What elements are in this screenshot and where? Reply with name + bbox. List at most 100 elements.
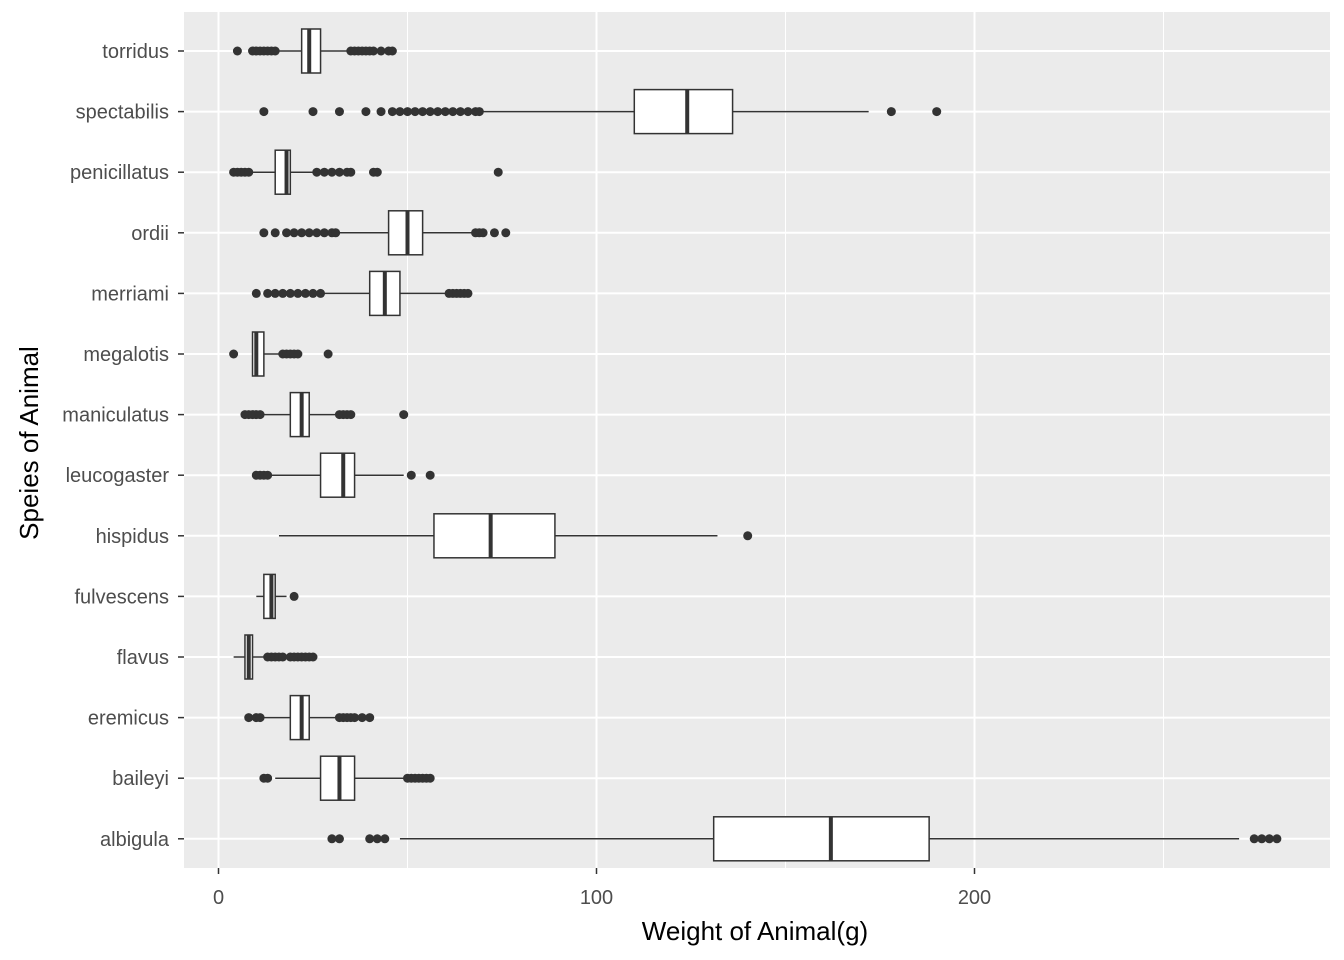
boxplot-torridus <box>232 28 397 74</box>
x-axis-title: Weight of Animal(g) <box>642 916 868 946</box>
boxplot-flavus <box>233 634 318 680</box>
boxplot-leucogaster <box>251 452 435 498</box>
outlier-point <box>308 107 318 117</box>
y-axis-title: Speies of Animal <box>14 346 44 540</box>
y-tick-label: leucogaster <box>66 465 170 487</box>
outlier-point <box>232 46 242 56</box>
outlier-point <box>406 470 416 480</box>
outlier-point <box>357 713 367 723</box>
outlier-point <box>334 834 344 844</box>
outlier-point <box>361 107 371 117</box>
outlier-point <box>368 46 378 56</box>
outlier-point <box>463 107 473 117</box>
outlier-point <box>372 167 382 177</box>
box-iqr <box>712 816 930 862</box>
outlier-point <box>886 107 896 117</box>
outlier-point <box>297 228 307 238</box>
outlier-point <box>293 349 303 359</box>
outlier-point <box>259 228 269 238</box>
outlier-point <box>346 410 356 420</box>
outlier-point <box>350 713 360 723</box>
y-tick-label: hispidus <box>96 526 169 548</box>
outlier-point <box>410 107 420 117</box>
y-tick-label: spectabilis <box>76 102 169 124</box>
box-iqr <box>319 452 356 498</box>
outlier-point <box>1264 834 1274 844</box>
outlier-point <box>380 834 390 844</box>
outlier-point <box>308 652 318 662</box>
y-tick-label: ordii <box>131 223 169 245</box>
outlier-point <box>474 107 484 117</box>
outlier-point <box>323 349 333 359</box>
outlier-point <box>365 713 375 723</box>
outlier-point <box>308 288 318 298</box>
boxplots <box>229 28 1282 862</box>
outlier-point <box>312 228 322 238</box>
outlier-point <box>300 288 310 298</box>
outlier-point <box>387 107 397 117</box>
outlier-point <box>1272 834 1282 844</box>
outlier-point <box>376 107 386 117</box>
outlier-point <box>493 167 503 177</box>
outlier-point <box>425 107 435 117</box>
boxplot-penicillatus <box>229 149 503 195</box>
outlier-point <box>316 288 326 298</box>
outlier-point <box>263 288 273 298</box>
outlier-point <box>433 107 443 117</box>
y-tick-label: albigula <box>100 829 170 851</box>
boxplot-fulvescens <box>256 573 299 620</box>
outlier-point <box>372 834 382 844</box>
outlier-point <box>327 167 337 177</box>
outlier-point <box>448 107 458 117</box>
y-tick-label: fulvescens <box>75 586 170 608</box>
outlier-point <box>229 349 239 359</box>
y-tick-label: maniculatus <box>62 405 169 427</box>
outlier-point <box>312 167 322 177</box>
outlier-point <box>1249 834 1259 844</box>
outlier-point <box>263 470 273 480</box>
y-tick-label: megalotis <box>83 344 169 366</box>
outlier-point <box>395 107 405 117</box>
y-tick-label: merriami <box>91 283 169 305</box>
outlier-point <box>331 228 341 238</box>
boxplot-merriami <box>251 270 473 317</box>
outlier-point <box>285 288 295 298</box>
outlier-point <box>425 470 435 480</box>
x-tick-label: 200 <box>958 887 991 909</box>
y-tick-label: flavus <box>117 647 169 669</box>
x-axis: 0 100 200 <box>213 868 991 909</box>
outlier-point <box>455 107 465 117</box>
boxplot-eremicus <box>244 694 375 741</box>
boxplot-hispidus <box>278 513 753 559</box>
outlier-point <box>319 167 329 177</box>
y-tick-label: eremicus <box>88 708 169 730</box>
outlier-point <box>932 107 942 117</box>
outlier-point <box>743 531 753 541</box>
outlier-point <box>399 410 409 420</box>
outlier-point <box>263 773 273 783</box>
outlier-point <box>278 652 288 662</box>
outlier-point <box>418 107 428 117</box>
outlier-point <box>270 46 280 56</box>
x-tick-label: 0 <box>213 887 224 909</box>
outlier-point <box>346 167 356 177</box>
outlier-point <box>304 228 314 238</box>
outlier-point <box>440 107 450 117</box>
outlier-point <box>282 228 292 238</box>
outlier-point <box>387 46 397 56</box>
outlier-point <box>255 410 265 420</box>
box-iqr <box>633 88 734 135</box>
x-tick-label: 100 <box>580 887 613 909</box>
outlier-point <box>251 288 261 298</box>
outlier-point <box>289 228 299 238</box>
boxplot-albigula <box>327 816 1282 862</box>
outlier-point <box>334 107 344 117</box>
plot-panel <box>184 12 1330 868</box>
outlier-point <box>259 107 269 117</box>
minor-gridlines <box>407 12 1164 868</box>
outlier-point <box>244 713 254 723</box>
y-tick-label: baileyi <box>112 768 169 790</box>
outlier-point <box>376 46 386 56</box>
outlier-point <box>255 713 265 723</box>
outlier-point <box>293 288 303 298</box>
